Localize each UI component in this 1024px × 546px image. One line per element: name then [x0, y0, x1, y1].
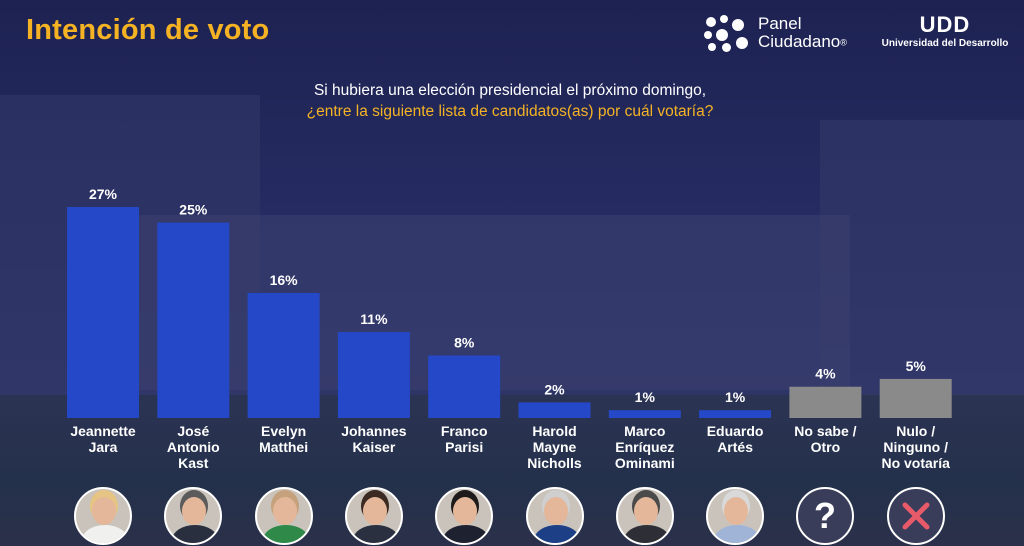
category-label-7-line-2: Enríquez: [615, 439, 674, 455]
value-label-10: 5%: [906, 358, 927, 374]
value-label-1: 27%: [89, 186, 118, 202]
survey-question: Si hubiera una elección presidencial el …: [200, 80, 820, 122]
avatar-eduardo-artes: [706, 487, 764, 545]
bar-5: [428, 355, 501, 418]
value-label-2: 25%: [179, 202, 208, 218]
category-label-9-line-1: No sabe /: [794, 423, 856, 439]
bar-9: [789, 386, 862, 418]
category-label-2-line-1: José: [177, 423, 209, 439]
panel-ciudadano-logo: Panel Ciudadano®: [702, 12, 872, 54]
registered-mark: ®: [840, 37, 847, 48]
bar-3: [247, 292, 320, 418]
value-label-8: 1%: [725, 389, 746, 405]
category-label-6-line-3: Nicholls: [527, 455, 582, 471]
avatar-franco-parisi: [435, 487, 493, 545]
value-label-6: 2%: [544, 381, 565, 397]
value-label-3: 16%: [270, 272, 299, 288]
category-label-10-line-1: Nulo /: [896, 423, 935, 439]
panel-logo-line2: Ciudadano: [758, 31, 841, 51]
bar-4: [337, 332, 410, 418]
avatar-jeannette-jara: [74, 487, 132, 545]
panel-logo-line1: Panel: [758, 13, 802, 33]
avatar-harold-mayne-nicholls: [526, 487, 584, 545]
question-mark-icon: ?: [796, 487, 854, 545]
category-label-4-line-1: Johannes: [341, 423, 407, 439]
udd-logo-name: Universidad del Desarrollo: [881, 38, 1009, 49]
panel-ciudadano-dots-icon: [702, 13, 752, 53]
category-label-3-line-1: Evelyn: [261, 423, 306, 439]
x-mark-icon: [887, 487, 945, 545]
udd-logo: UDD Universidad del Desarrollo: [880, 12, 1010, 50]
category-label-2-line-2: Antonio: [167, 439, 220, 455]
category-label-8-line-2: Artés: [717, 439, 753, 455]
category-label-5-line-2: Parisi: [445, 439, 483, 455]
category-label-1-line-1: Jeannette: [70, 423, 136, 439]
question-line-2: ¿entre la siguiente lista de candidatos(…: [306, 103, 714, 120]
category-label-1-line-2: Jara: [89, 439, 118, 455]
category-label-5-line-1: Franco: [441, 423, 488, 439]
bar-10: [879, 378, 952, 418]
value-label-4: 11%: [360, 311, 388, 327]
category-label-2-line-3: Kast: [178, 455, 209, 471]
question-line-1: Si hubiera una elección presidencial el …: [313, 82, 707, 99]
value-label-7: 1%: [635, 389, 656, 405]
bar-8: [699, 410, 772, 418]
category-label-10-line-3: No votaría: [881, 455, 950, 471]
category-label-9-line-2: Otro: [811, 439, 841, 455]
bar-7: [608, 410, 681, 418]
avatar-marco-enriquez-ominami: [616, 487, 674, 545]
avatar-evelyn-matthei: [255, 487, 313, 545]
category-label-6-line-1: Harold: [532, 423, 576, 439]
panel-ciudadano-wordmark: Panel Ciudadano®: [758, 13, 847, 52]
value-label-9: 4%: [815, 366, 836, 382]
category-label-7-line-3: Ominami: [615, 455, 675, 471]
category-label-7-line-1: Marco: [624, 423, 665, 439]
avatar-jose-antonio-kast: [164, 487, 222, 545]
background-building-right: [820, 120, 1024, 400]
category-label-8-line-1: Eduardo: [707, 423, 764, 439]
category-label-10-line-2: Ninguno /: [883, 439, 948, 455]
value-label-5: 8%: [454, 334, 475, 350]
category-label-3-line-2: Matthei: [259, 439, 308, 455]
page-title: Intención de voto: [26, 14, 270, 46]
bar-2: [157, 222, 230, 418]
category-label-4-line-2: Kaiser: [352, 439, 395, 455]
bar-1: [67, 207, 139, 418]
category-label-6-line-2: Mayne: [533, 439, 577, 455]
avatar-johannes-kaiser: [345, 487, 403, 545]
udd-logo-mark: UDD: [919, 12, 971, 37]
bar-6: [518, 402, 591, 418]
